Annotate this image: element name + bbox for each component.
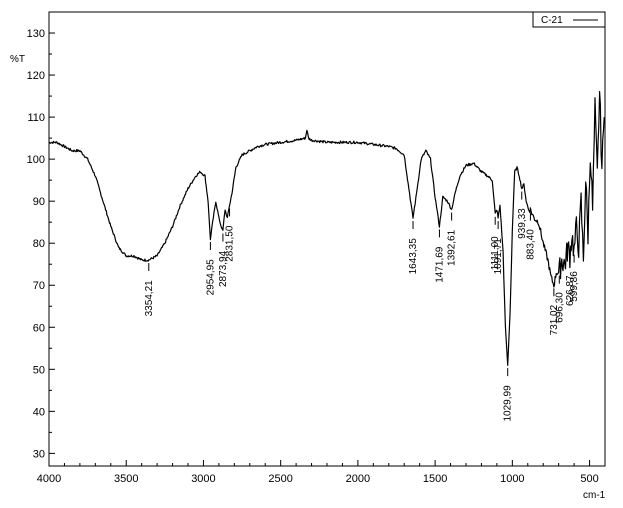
peak-marker: 1029,99 xyxy=(503,368,514,422)
x-tick-label: 2000 xyxy=(346,473,370,485)
peak-marker: 3354,21 xyxy=(144,263,155,316)
peak-marker: 2831,50 xyxy=(224,208,235,262)
x-tick-label: 1500 xyxy=(423,473,447,485)
legend-box xyxy=(532,11,606,28)
x-axis-title: cm-1 xyxy=(583,490,606,501)
x-tick-label: 3500 xyxy=(114,473,138,485)
y-tick-label: 90 xyxy=(33,196,45,208)
peak-marker: 2873,94 xyxy=(218,233,229,287)
peak-marker: 939,33 xyxy=(517,191,528,239)
peak-label: 626,87 xyxy=(565,275,576,306)
legend-label: C-21 xyxy=(541,15,563,26)
x-axis: 4000 3500 3000 2500 2000 1500 1000 500 xyxy=(37,460,606,485)
x-tick-label: 1000 xyxy=(500,473,524,485)
peak-label: 939,33 xyxy=(517,208,528,239)
x-tick-label: 500 xyxy=(580,473,598,485)
peak-marker: 599,86 xyxy=(569,254,580,302)
series-line xyxy=(48,90,605,366)
peak-label: 1643,35 xyxy=(408,238,419,275)
legend: C-21 xyxy=(532,11,606,28)
peak-marker: 2954,95 xyxy=(205,242,216,295)
peak-marker: 1643,35 xyxy=(408,220,419,275)
peak-label: 3354,21 xyxy=(144,280,155,317)
y-tick-label: 50 xyxy=(33,364,45,376)
peak-label: 2954,95 xyxy=(205,259,216,296)
y-tick-label: 60 xyxy=(33,322,45,334)
peak-marker: 626,87 xyxy=(565,258,576,306)
x-tick-label: 3000 xyxy=(191,473,215,485)
peak-label: 2831,50 xyxy=(224,225,235,262)
x-tick-label: 4000 xyxy=(37,473,61,485)
peak-marker: 1471,69 xyxy=(434,229,445,283)
y-axis: 30 40 50 60 70 80 90 100 110 120 130 xyxy=(27,28,55,460)
y-axis-title: %T xyxy=(10,54,25,65)
peak-marker: 1091,71 xyxy=(493,220,504,275)
series-group xyxy=(48,90,605,366)
x-tick-label: 2500 xyxy=(268,473,292,485)
peak-label: 1111,00 xyxy=(490,236,501,270)
peak-label: 731,02 xyxy=(549,304,560,335)
y-tick-label: 130 xyxy=(27,28,45,40)
y-tick-label: 120 xyxy=(27,70,45,82)
y-tick-label: 30 xyxy=(33,448,45,460)
peak-marker: 696,30 xyxy=(554,275,565,323)
peak-label: 1029,99 xyxy=(503,385,514,422)
peak-label: 696,30 xyxy=(554,292,565,323)
y-tick-label: 40 xyxy=(33,406,45,418)
y-tick-label: 80 xyxy=(33,238,45,250)
y-tick-label: 100 xyxy=(27,154,45,166)
peak-label: 883,40 xyxy=(525,229,536,260)
peak-label: 599,86 xyxy=(569,271,580,302)
peak-marker: 1111,00 xyxy=(490,216,501,270)
peak-marker: 1392,61 xyxy=(447,212,458,266)
peak-marker: 883,40 xyxy=(525,212,536,260)
peak-label: 1471,69 xyxy=(434,246,445,283)
peak-marker: 731,02 xyxy=(549,288,560,335)
peak-label: 2873,94 xyxy=(218,250,229,287)
peak-label: 1091,71 xyxy=(493,238,504,275)
y-tick-label: 70 xyxy=(33,280,45,292)
peak-label: 1392,61 xyxy=(447,229,458,266)
y-tick-label: 110 xyxy=(27,112,45,124)
